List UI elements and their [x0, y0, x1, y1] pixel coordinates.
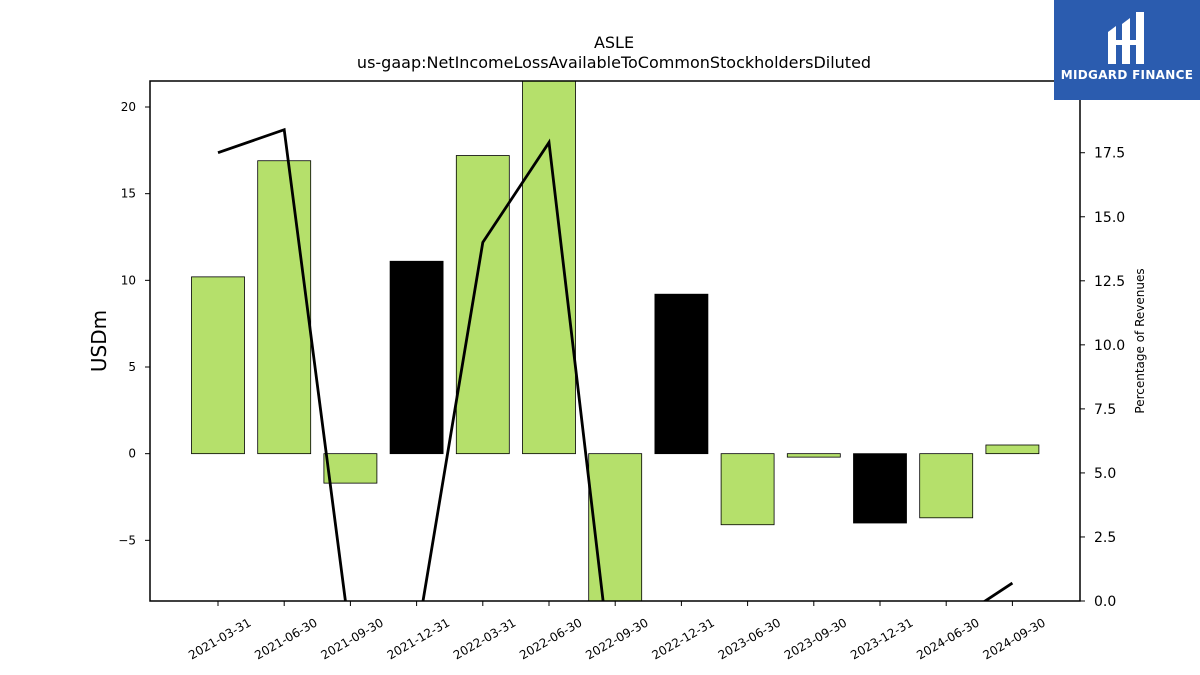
y2-tick-label: 7.5 — [1094, 402, 1116, 418]
y-tick-label: 10 — [121, 273, 136, 287]
bar-2021-12-31 — [389, 260, 444, 455]
y-tick-label: 20 — [121, 100, 136, 114]
x-tick-label: 2021-12-31 — [385, 615, 452, 662]
bar-2024-09-30 — [985, 444, 1040, 455]
x-tick-label: 2022-09-30 — [583, 615, 650, 662]
y2-tick-label: 2.5 — [1094, 530, 1116, 546]
y2-axis-label: Percentage of Revenues — [1133, 268, 1147, 413]
y2-tick-label: 15.0 — [1094, 210, 1125, 226]
x-tick-label: 2024-06-30 — [914, 615, 981, 662]
y-tick-label: 5 — [128, 360, 136, 374]
y-tick-label: 15 — [121, 187, 136, 201]
bar-2022-09-30 — [588, 453, 643, 601]
y2-tick-label: 10.0 — [1094, 338, 1125, 354]
x-tick-label: 2023-06-30 — [716, 615, 783, 662]
y2-tick-label: 0.0 — [1094, 594, 1116, 610]
x-tick-label: 2021-03-31 — [186, 615, 253, 662]
y-tick-label: −5 — [118, 533, 136, 547]
logo-mark-icon — [1108, 12, 1144, 64]
y2-tick-label: 12.5 — [1094, 274, 1125, 290]
x-tick-label: 2024-09-30 — [980, 615, 1047, 662]
bar-2023-06-30 — [720, 453, 775, 526]
x-tick-label: 2021-06-30 — [252, 615, 319, 662]
y2-tick-label: 17.5 — [1094, 146, 1125, 162]
bar-2024-06-30 — [919, 453, 974, 519]
y2-tick-label: 5.0 — [1094, 466, 1116, 482]
x-tick-label: 2022-03-31 — [451, 615, 518, 662]
bar-2022-06-30 — [522, 81, 576, 455]
bar-2021-09-30 — [323, 453, 378, 484]
x-tick-label: 2022-12-31 — [649, 615, 716, 662]
bar-2023-12-31 — [853, 453, 907, 524]
brand-logo: MIDGARD FINANCE — [1054, 0, 1200, 100]
x-tick-label: 2023-12-31 — [848, 615, 915, 662]
bar-2022-03-31 — [455, 155, 510, 455]
bar-2021-06-30 — [257, 160, 312, 455]
bar-2021-03-31 — [191, 276, 245, 455]
chart-title: ASLE — [594, 33, 634, 52]
brand-name: MIDGARD FINANCE — [1060, 68, 1194, 82]
x-tick-label: 2021-09-30 — [318, 615, 385, 662]
y-axis-label: USDm — [87, 310, 111, 372]
chart-subtitle: us-gaap:NetIncomeLossAvailableToCommonSt… — [357, 53, 871, 72]
y-tick-label: 0 — [128, 447, 136, 461]
x-tick-label: 2022-06-30 — [517, 615, 584, 662]
x-tick-label: 2023-09-30 — [782, 615, 849, 662]
bar-2022-12-31 — [654, 293, 709, 455]
bar-2023-09-30 — [786, 453, 841, 458]
